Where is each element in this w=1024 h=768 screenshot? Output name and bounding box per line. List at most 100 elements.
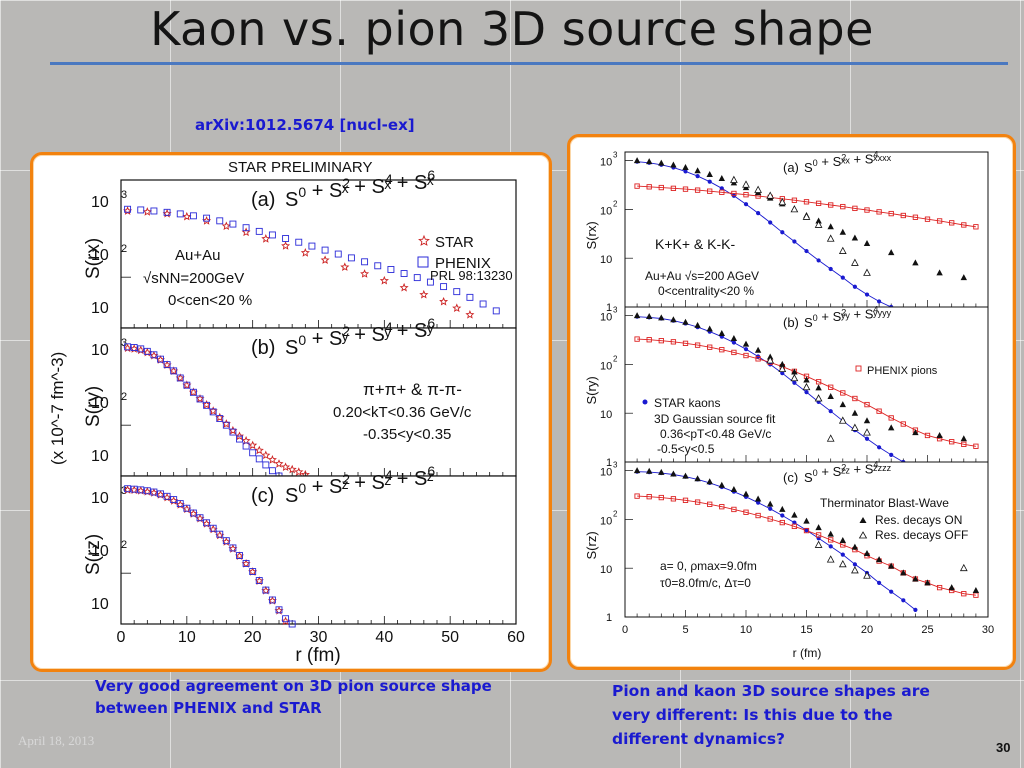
filled-triangle-marker <box>633 312 641 319</box>
legend-label: Res. decays ON <box>875 513 962 527</box>
filled-triangle-marker <box>646 158 653 165</box>
dot-marker <box>852 562 857 567</box>
dot-marker <box>889 452 894 457</box>
square-marker <box>731 190 737 197</box>
plot-frame <box>120 179 517 329</box>
y-axis-common-label: (x 10^-7 fm^-3) <box>48 352 67 465</box>
square-marker <box>767 516 773 522</box>
square-marker <box>203 214 211 222</box>
square-marker <box>492 307 500 315</box>
square-marker <box>815 200 822 207</box>
open-triangle-marker <box>851 258 859 266</box>
square-marker <box>719 189 725 195</box>
dot-marker <box>877 580 882 585</box>
x-tick-label: 20 <box>244 629 262 646</box>
star-marker <box>281 241 291 250</box>
square-marker <box>262 461 270 469</box>
series-filled-triangle <box>633 312 967 442</box>
y-tick-exponent: 3 <box>613 306 618 315</box>
filled-triangle-marker <box>694 167 701 174</box>
filled-triangle-marker <box>730 334 738 341</box>
square-marker <box>295 238 303 246</box>
dot-marker <box>792 239 797 244</box>
filled-triangle-marker <box>948 584 955 591</box>
y-tick-exponent: 2 <box>121 243 127 255</box>
square-marker <box>936 584 943 591</box>
open-triangle-marker <box>766 356 775 364</box>
square-marker <box>682 186 689 192</box>
square-marker <box>707 501 713 507</box>
y-tick-exponent: 3 <box>613 151 618 160</box>
square-marker <box>189 212 197 220</box>
square-marker <box>682 340 689 346</box>
annotation: π+π+ & π-π- <box>363 380 462 399</box>
square-marker <box>961 591 967 597</box>
y-tick-exponent: 2 <box>613 354 618 363</box>
square-marker <box>888 415 894 421</box>
x-tick-label: 30 <box>310 629 328 646</box>
dot-marker <box>780 230 785 235</box>
square-marker <box>150 488 158 496</box>
square-marker <box>143 347 151 355</box>
square-marker <box>755 512 761 519</box>
dot-marker <box>768 220 773 225</box>
square-marker <box>249 449 257 457</box>
square-marker <box>229 544 237 552</box>
star-marker <box>300 248 310 257</box>
square-marker <box>209 408 217 416</box>
square-marker <box>840 390 846 396</box>
open-triangle-marker <box>814 394 823 402</box>
panel-formula: S0 + S2z + S4z + S6z <box>285 463 435 507</box>
filled-triangle-marker <box>646 467 653 474</box>
open-triangle-marker <box>790 205 799 213</box>
panel-label: (c) <box>783 470 798 485</box>
square-marker <box>755 356 761 362</box>
dot-marker <box>792 520 797 525</box>
square-marker <box>242 559 250 567</box>
x-tick-label: 60 <box>507 629 525 646</box>
dot-marker <box>828 544 833 549</box>
x-tick-label: 15 <box>800 624 812 636</box>
annotation: Therminator Blast-Wave <box>820 496 949 510</box>
dot-marker <box>864 436 870 441</box>
square-marker <box>321 246 329 254</box>
filled-triangle-marker <box>670 470 677 477</box>
open-triangle-marker <box>851 423 859 431</box>
star-marker <box>399 282 409 292</box>
filled-triangle-marker <box>936 431 943 438</box>
square-marker <box>743 509 749 515</box>
filled-triangle-marker <box>888 249 895 256</box>
filled-triangle-marker <box>803 517 810 524</box>
dot-marker <box>804 248 809 254</box>
star-marker <box>418 234 430 246</box>
y-tick-label: 10 <box>600 360 612 372</box>
star-marker <box>452 303 462 313</box>
y-tick-label: 10 <box>600 564 612 576</box>
x-tick-label: 5 <box>682 624 688 636</box>
square-marker <box>719 347 725 353</box>
page-number: 30 <box>996 740 1011 755</box>
legend-label: STAR kaons <box>654 396 720 410</box>
filled-triangle-marker <box>924 579 931 586</box>
square-marker <box>743 192 749 198</box>
x-axis-label: r (fm) <box>793 646 822 660</box>
y-tick-label: 1 <box>606 457 612 469</box>
dot-marker <box>804 390 809 395</box>
square-marker <box>209 524 217 532</box>
panel-formula: S0 + S2x + S4x + S6x <box>285 167 435 211</box>
square-marker <box>682 497 689 503</box>
star-marker <box>379 275 389 285</box>
square-marker <box>646 337 652 343</box>
y-axis-label: S(ry) <box>584 376 599 404</box>
square-marker <box>900 212 906 219</box>
open-triangle-marker <box>814 540 823 548</box>
square-marker <box>646 494 652 500</box>
square-marker <box>646 184 652 190</box>
legend-label: PHENIX <box>435 255 491 272</box>
dot-marker <box>828 266 833 272</box>
legend-open-triangle <box>858 531 868 539</box>
dot-marker <box>804 528 809 533</box>
square-marker <box>694 342 701 348</box>
star-marker <box>281 462 291 472</box>
dot-marker <box>780 371 785 376</box>
